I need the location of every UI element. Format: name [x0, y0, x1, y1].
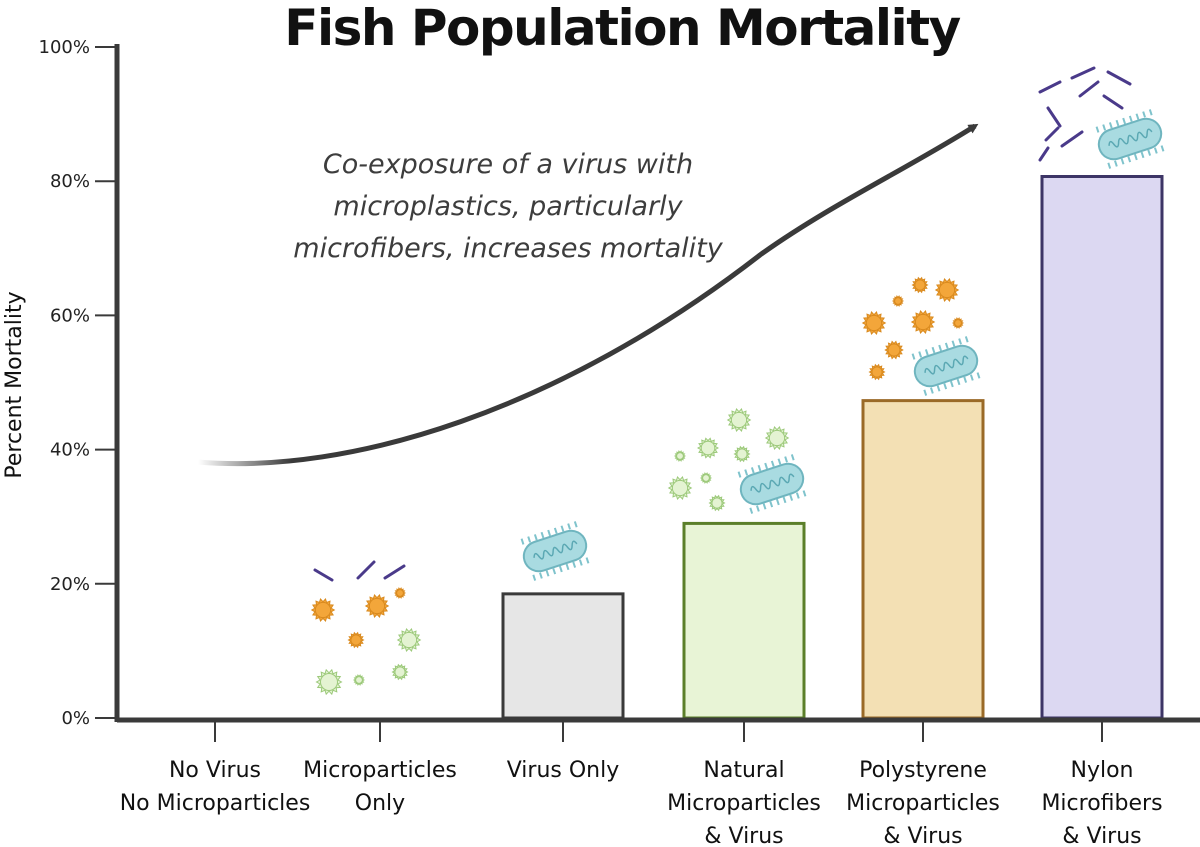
- category-label: Nylon Microfibers & Virus: [1041, 758, 1162, 847]
- microparticle-icon: [884, 340, 904, 360]
- bar: [682, 521, 806, 720]
- virus-icon: [520, 521, 590, 581]
- bar: [501, 592, 625, 720]
- trend-arrow: [197, 123, 979, 467]
- category-label: Natural Microparticles & Virus: [667, 758, 821, 847]
- virus-icon: [911, 336, 981, 396]
- category-label: No Virus No Microparticles: [120, 758, 311, 816]
- microparticle-icon: [699, 472, 713, 484]
- microfiber-icon: [383, 564, 406, 580]
- microparticle-icon: [868, 363, 886, 381]
- microparticle-icon: [364, 594, 390, 618]
- microparticle-icon: [951, 317, 965, 329]
- microparticle-icon: [347, 631, 365, 649]
- microparticle-icon: [911, 276, 929, 294]
- bar: [1040, 175, 1164, 720]
- microfiber-icon: [1038, 146, 1050, 162]
- bar: [861, 399, 985, 720]
- microparticle-icon: [891, 295, 905, 307]
- microparticle-icon: [764, 426, 790, 450]
- microfiber-icon: [1078, 80, 1100, 98]
- y-tick-label: 60%: [50, 305, 90, 326]
- microparticle-icon: [352, 674, 366, 686]
- microparticle-icon: [708, 494, 726, 512]
- category-label: Microparticles Only: [303, 758, 457, 816]
- chart-title: Fish Population Mortality: [284, 0, 960, 57]
- microparticle-icon: [673, 450, 687, 462]
- microparticle-icon: [733, 445, 751, 463]
- microfiber-icon: [1102, 94, 1124, 110]
- microfiber-icon: [356, 560, 376, 580]
- y-tick-label: 20%: [50, 574, 90, 595]
- y-tick-label: 40%: [50, 440, 90, 461]
- microparticle-icon: [310, 598, 336, 622]
- y-axis-ticks: 0% 20% 40% 60% 80% 100%: [39, 37, 117, 729]
- annotation-text: Co-exposure of a virus with microplastics…: [293, 149, 723, 264]
- y-tick-label: 80%: [50, 171, 90, 192]
- bars: [501, 175, 1164, 720]
- microparticle-icon: [396, 628, 422, 652]
- microparticle-icon: [910, 310, 936, 334]
- virus-icon: [737, 454, 807, 514]
- microparticle-icon: [315, 668, 343, 696]
- microparticle-icon: [393, 587, 407, 599]
- microfiber-icon: [1038, 80, 1062, 94]
- microfiber-icon: [1106, 70, 1132, 86]
- category-label: Polystyrene Microparticles & Virus: [846, 758, 1000, 847]
- microparticle-icon: [391, 663, 409, 681]
- virus-icon: [1095, 109, 1165, 169]
- microparticle-icon: [667, 476, 693, 500]
- particle-icons: [310, 66, 1165, 696]
- y-axis-label: Percent Mortality: [2, 291, 27, 478]
- microfiber-icon: [1070, 66, 1096, 80]
- microparticle-icon: [861, 311, 887, 335]
- category-label: Virus Only: [507, 758, 620, 783]
- microfiber-icon: [1046, 106, 1062, 128]
- microparticle-icon: [726, 408, 752, 432]
- microparticle-icon: [934, 278, 960, 302]
- microfiber-icon: [1060, 130, 1084, 148]
- microparticle-icon: [696, 437, 720, 459]
- y-tick-label: 0%: [61, 708, 90, 729]
- microfiber-icon: [1044, 126, 1060, 142]
- microfiber-icon: [313, 568, 334, 582]
- y-tick-label: 100%: [39, 37, 90, 58]
